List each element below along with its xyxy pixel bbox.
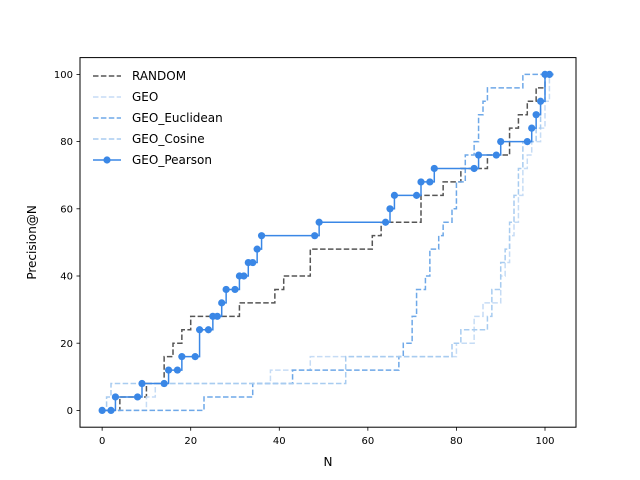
- legend: RANDOM GEO GEO_Euclidean GEO_Cosine GEO_Pear…: [93, 69, 223, 167]
- data-point-geo-pearson: [545, 70, 554, 78]
- data-point-geo-pearson: [249, 258, 257, 267]
- data-point-geo-pearson: [253, 245, 261, 253]
- y-tick-label: 80: [60, 137, 73, 148]
- data-point-geo-pearson: [381, 218, 390, 226]
- data-point-geo-pearson: [213, 312, 221, 320]
- data-point-geo-pearson: [111, 393, 120, 401]
- series-line-random: [102, 73, 554, 412]
- data-point-geo-pearson: [528, 124, 536, 132]
- legend-item-geo-euclidean: GEO_Euclidean: [93, 111, 223, 125]
- y-axis-label: Precision@N: [25, 205, 39, 280]
- x-tick-label: 20: [184, 436, 197, 447]
- data-point-geo-pearson: [178, 353, 186, 361]
- y-tick-label: 0: [67, 406, 73, 417]
- data-point-geo-pearson: [138, 379, 146, 388]
- y-axis: 0 20 40 60 80 100: [54, 70, 80, 417]
- data-point-geo-pearson: [470, 164, 478, 173]
- y-tick-label: 60: [60, 204, 73, 215]
- x-tick-label: 80: [450, 436, 463, 447]
- legend-label: RANDOM: [132, 69, 186, 83]
- data-point-geo-pearson: [191, 353, 199, 361]
- data-point-geo-pearson: [386, 205, 394, 213]
- axes-frame: [79, 57, 577, 428]
- data-point-geo-pearson: [173, 366, 182, 374]
- data-point-geo-pearson: [164, 366, 173, 374]
- data-point-geo-pearson: [474, 151, 483, 159]
- data-point-geo-pearson: [417, 178, 425, 186]
- legend-label: GEO_Cosine: [132, 132, 205, 146]
- legend-label: GEO_Pearson: [132, 153, 212, 167]
- legend-item-geo-pearson: GEO_Pearson: [93, 153, 212, 167]
- data-point-geo-pearson: [523, 138, 531, 146]
- data-point-geo-pearson: [315, 218, 323, 226]
- series-layer: [98, 70, 554, 414]
- y-tick-label: 100: [54, 70, 73, 81]
- data-point-geo-pearson: [98, 406, 106, 414]
- data-point-geo-pearson: [412, 191, 421, 199]
- data-point-geo-pearson: [133, 393, 142, 401]
- legend-label: GEO: [132, 90, 158, 104]
- data-point-geo-pearson: [160, 379, 168, 388]
- data-point-geo-pearson: [536, 97, 545, 105]
- data-point-geo-pearson: [257, 232, 266, 240]
- y-tick-label: 40: [60, 272, 73, 283]
- data-point-geo-pearson: [497, 138, 505, 146]
- legend-label: GEO_Euclidean: [132, 111, 223, 125]
- data-point-geo-pearson: [492, 151, 500, 159]
- x-axis-label: N: [324, 455, 333, 469]
- y-tick-label: 20: [60, 339, 73, 350]
- data-point-geo-pearson: [311, 232, 319, 240]
- data-point-geo-pearson: [107, 406, 115, 414]
- legend-item-geo-cosine: GEO_Cosine: [93, 132, 205, 146]
- data-point-geo-pearson: [426, 178, 434, 186]
- x-axis: 0 20 40 60 80 100: [99, 427, 555, 447]
- legend-marker: [103, 156, 111, 164]
- data-point-geo-pearson: [222, 285, 230, 294]
- data-point-geo-pearson: [204, 326, 213, 334]
- data-point-geo-pearson: [430, 164, 438, 173]
- x-tick-label: 0: [99, 436, 105, 447]
- data-point-geo-pearson: [195, 326, 204, 334]
- x-tick-label: 100: [535, 436, 554, 447]
- data-point-geo-pearson: [240, 272, 248, 280]
- legend-item-random: RANDOM: [93, 69, 186, 83]
- series-line-geo-cosine: [102, 73, 554, 412]
- data-point-geo-pearson: [390, 191, 399, 199]
- data-point-geo-pearson: [231, 285, 239, 294]
- data-point-geo-pearson: [532, 111, 540, 119]
- legend-item-geo: GEO: [93, 90, 158, 104]
- x-tick-label: 60: [361, 436, 374, 447]
- x-tick-label: 40: [273, 436, 286, 447]
- data-point-geo-pearson: [218, 299, 226, 307]
